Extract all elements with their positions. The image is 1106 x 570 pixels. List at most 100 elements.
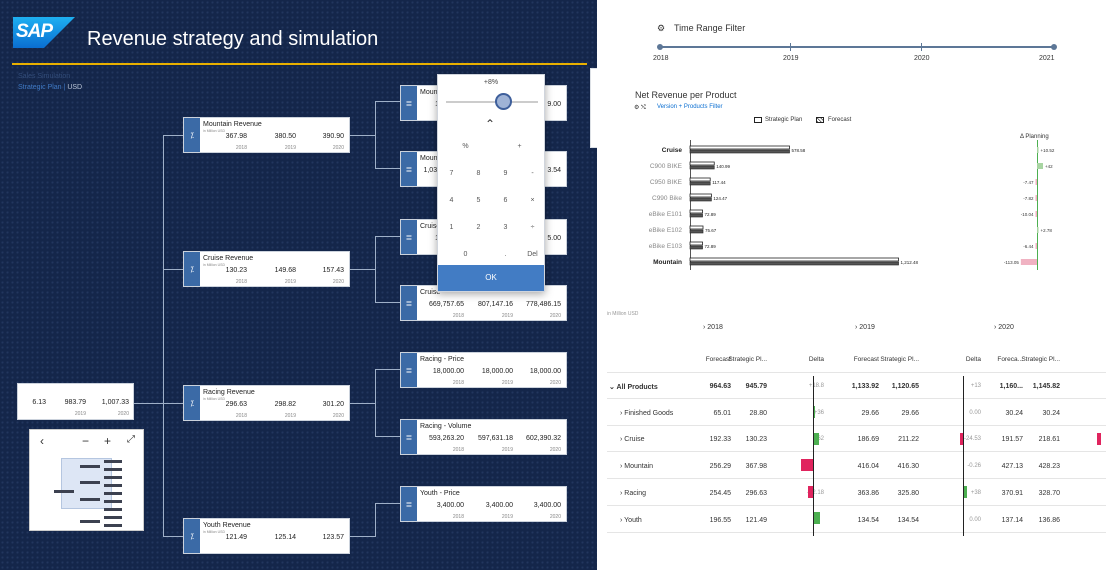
delta-bar[interactable] (1037, 147, 1039, 153)
bar-plan[interactable] (689, 257, 899, 262)
column-header[interactable]: Strategic Pl... (880, 356, 919, 363)
youth-price-node[interactable]: ≣ Youth - Price 3,400.00 3,400.00 3,400.… (400, 486, 567, 522)
time-range-slider[interactable] (660, 46, 1054, 48)
range-start-handle[interactable] (657, 44, 663, 50)
column-header[interactable]: Delta (808, 356, 824, 363)
bar-plan[interactable] (689, 177, 711, 182)
node-value: 9.00 (547, 101, 561, 108)
total-revenue-node[interactable]: 6.13 983.79 1,007.33 2019 2020 (17, 383, 134, 420)
chevron-up-icon[interactable]: ⌃ (485, 117, 496, 131)
year-label: 2018 (653, 55, 669, 62)
zoom-in-icon[interactable]: + (104, 434, 112, 448)
connector (350, 403, 375, 404)
key-divide[interactable]: ÷ (530, 224, 535, 231)
key-4[interactable]: 4 (449, 197, 454, 204)
key-6[interactable]: 6 (503, 197, 508, 204)
zoom-out-icon[interactable]: − (82, 434, 90, 448)
bar-plan[interactable] (689, 145, 790, 150)
fit-icon[interactable]: ⤢ (127, 434, 135, 445)
delta-bar[interactable] (1037, 227, 1039, 233)
row-label[interactable]: ⌄ All Products (609, 384, 658, 391)
bar-forecast[interactable] (689, 213, 703, 218)
mountain-revenue-node[interactable]: ⁒ Mountain Revenue in Million USD 367.98… (183, 117, 350, 153)
row-label[interactable]: › Mountain (620, 463, 654, 471)
table-cell: -1.10 (1080, 463, 1106, 469)
table-cell: -24.53 (963, 436, 981, 443)
node-year: 2020 (549, 514, 561, 520)
net-revenue-chart: Cruise 578.58 +10.52 C900 BIKE 140.99 +42 C950… (649, 145, 1055, 266)
node-title: Cruise (420, 289, 441, 296)
racing-revenue-node[interactable]: ⁒ Racing Revenue in Million USD 296.63 2… (183, 385, 350, 421)
year-header[interactable]: › 2018 (703, 324, 723, 331)
delta-bar[interactable] (1020, 259, 1037, 265)
bar-plan[interactable] (689, 209, 703, 214)
column-header[interactable]: Forecast (853, 356, 879, 363)
year-header[interactable]: › 2019 (855, 324, 875, 331)
racing-volume-node[interactable]: ≣ Racing - Volume 593,263.20 597,631.18 … (400, 419, 567, 455)
row-label[interactable]: › Finished Goods (620, 409, 674, 417)
racing-price-node[interactable]: ≣ Racing - Price 18,000.00 18,000.00 18,… (400, 352, 567, 388)
table-cell: 367.98 (745, 463, 767, 471)
bar-plan[interactable] (689, 193, 712, 198)
sap-logo: SAP (13, 17, 75, 48)
key-delete[interactable]: Del (527, 251, 538, 258)
key-plus[interactable]: + (517, 143, 522, 150)
bar-forecast[interactable] (689, 149, 790, 154)
key-multiply[interactable]: × (530, 197, 535, 204)
key-1[interactable]: 1 (449, 224, 454, 231)
row-label[interactable]: › Racing (620, 489, 647, 497)
ok-button[interactable]: OK (438, 265, 544, 291)
column-header[interactable]: Strategic Pl... (1021, 356, 1060, 363)
youth-revenue-node[interactable]: ⁒ Youth Revenue in Million USD 121.49 12… (183, 518, 350, 554)
bar-forecast[interactable] (689, 165, 715, 170)
node-title: Racing Revenue (203, 389, 255, 396)
key-3[interactable]: 3 (503, 224, 508, 231)
column-header[interactable]: Del (1080, 356, 1106, 363)
range-end-handle[interactable] (1051, 44, 1057, 50)
delta-bar[interactable] (1035, 211, 1038, 217)
column-header[interactable]: Delta (965, 356, 981, 363)
table-cell: 30.24 (1005, 409, 1023, 417)
filter-link[interactable]: Version + Products Filter (657, 104, 723, 110)
node-year: 2019 (501, 380, 513, 386)
row-label[interactable]: › Youth (620, 516, 642, 524)
delta-bar[interactable] (1035, 195, 1038, 201)
key-0[interactable]: 0 (463, 251, 468, 258)
cruise-revenue-node[interactable]: ⁒ Cruise Revenue in Million USD 130.23 1… (183, 251, 350, 287)
table-cell: 0.00 (969, 409, 981, 416)
bar-forecast[interactable] (689, 229, 704, 234)
table-cell: 325.80 (897, 489, 919, 497)
year-header[interactable]: › 2020 (994, 324, 1014, 331)
bar-forecast[interactable] (689, 197, 712, 202)
connector (375, 503, 400, 504)
key-decimal[interactable]: . (504, 251, 507, 258)
simulation-keypad: +8% ⌃ % + 7 8 9 - 4 5 6 × 1 2 3 ÷ 0 . De… (437, 74, 545, 292)
delta-bar[interactable] (1035, 243, 1038, 249)
column-header[interactable]: Foreca... (997, 356, 1023, 363)
key-8[interactable]: 8 (476, 170, 481, 177)
bar-plan[interactable] (689, 225, 704, 230)
column-header[interactable]: Forecast (705, 356, 731, 363)
key-5[interactable]: 5 (476, 197, 481, 204)
table-cell: 192.33 (709, 436, 731, 444)
bar-forecast[interactable] (689, 261, 899, 266)
delta-bar[interactable] (1037, 163, 1043, 169)
bar-forecast[interactable] (689, 181, 711, 186)
table-cell: -0.26 (967, 463, 981, 470)
table-cell: 121.49 (745, 516, 767, 524)
key-percent[interactable]: % (462, 143, 469, 150)
key-minus[interactable]: - (531, 170, 534, 177)
bar-plan[interactable] (689, 241, 703, 246)
column-header[interactable]: Strategic Pl... (728, 356, 767, 363)
filter-icon[interactable]: ⚙ ⤭ (634, 105, 646, 111)
key-2[interactable]: 2 (476, 224, 481, 231)
back-icon[interactable]: ‹ (40, 434, 44, 448)
percent-slider-handle[interactable] (495, 93, 512, 110)
bar-forecast[interactable] (689, 245, 703, 250)
bar-plan[interactable] (689, 161, 715, 166)
percent-slider-track[interactable] (446, 101, 538, 103)
row-label[interactable]: › Cruise (620, 436, 645, 444)
key-7[interactable]: 7 (449, 170, 454, 177)
delta-bar[interactable] (1035, 179, 1038, 185)
key-9[interactable]: 9 (503, 170, 508, 177)
